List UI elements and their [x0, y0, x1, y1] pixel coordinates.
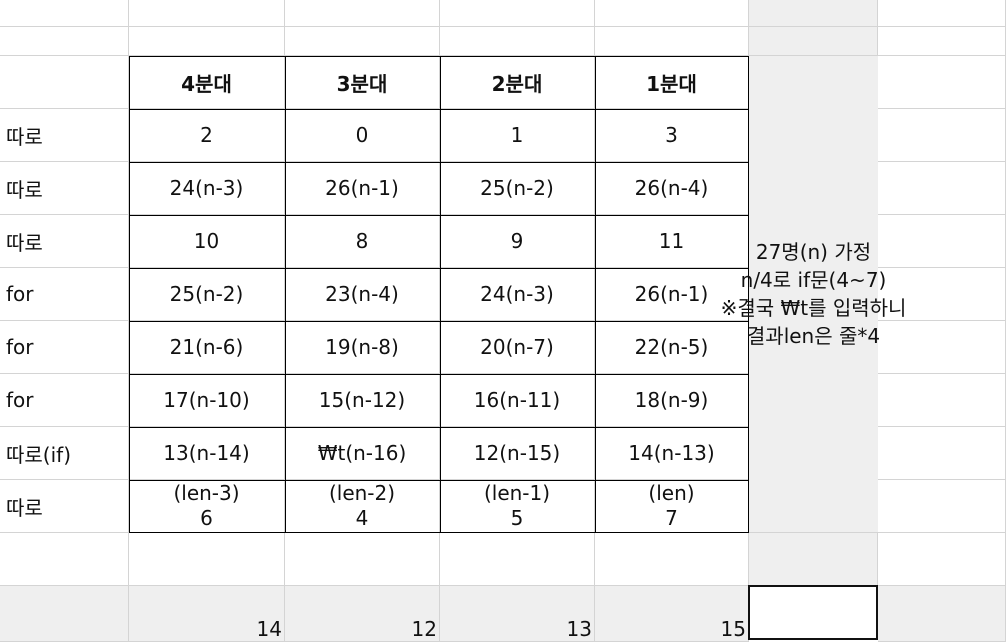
row-label[interactable]: for: [0, 374, 129, 427]
cell-line-bottom: 4: [355, 506, 369, 530]
cell-d2[interactable]: [440, 27, 595, 56]
row-label[interactable]: 따로(if): [0, 427, 129, 480]
table-cell[interactable]: (len) 7: [595, 480, 749, 533]
cell-d1[interactable]: [440, 0, 595, 27]
row-label[interactable]: 따로: [0, 215, 129, 268]
row-label[interactable]: 따로: [0, 109, 129, 162]
table-cell[interactable]: 10: [129, 215, 285, 268]
cell-g[interactable]: [878, 480, 1006, 533]
table-cell[interactable]: 24(n-3): [129, 162, 285, 215]
table-cell[interactable]: 22(n-5): [595, 321, 749, 374]
table-cell[interactable]: 8: [285, 215, 440, 268]
row-label[interactable]: for: [0, 268, 129, 321]
cell-e[interactable]: [595, 533, 749, 586]
table-cell[interactable]: (len-2) 4: [285, 480, 440, 533]
table-cell[interactable]: 19(n-8): [285, 321, 440, 374]
cell-line-bottom: 6: [200, 506, 213, 530]
cell-d[interactable]: [440, 533, 595, 586]
cell-g3[interactable]: [878, 56, 1006, 109]
cell-g[interactable]: [878, 321, 1006, 374]
row-label[interactable]: 따로: [0, 480, 129, 533]
table-cell[interactable]: 26(n-1): [285, 162, 440, 215]
cell-b1[interactable]: [129, 0, 285, 27]
totals-label-cell[interactable]: [0, 586, 129, 642]
cell-g[interactable]: [878, 533, 1006, 586]
table-cell[interactable]: 14(n-13): [595, 427, 749, 480]
cell-f1[interactable]: [749, 0, 878, 27]
total-cell[interactable]: 12: [285, 586, 440, 642]
cell-c[interactable]: [285, 533, 440, 586]
total-cell[interactable]: 13: [440, 586, 595, 642]
table-cell[interactable]: (len-3) 6: [129, 480, 285, 533]
note-merged-cell[interactable]: 27명(n) 가정 n/4로 if문(4~7) ※결국 ₩t를 입력하니 결과l…: [721, 56, 906, 533]
cell-e2[interactable]: [595, 27, 749, 56]
note-line: 결과len은 줄*4: [746, 324, 881, 348]
cell-line-top: (len-2): [328, 481, 396, 505]
table-cell[interactable]: 20(n-7): [440, 321, 595, 374]
total-cell[interactable]: 14: [129, 586, 285, 642]
cell-b[interactable]: [129, 533, 285, 586]
row-label[interactable]: for: [0, 321, 129, 374]
note-line: ※결국 ₩t를 입력하니: [720, 296, 907, 320]
active-cell-selection[interactable]: [748, 585, 878, 640]
column-header-1[interactable]: 1분대: [595, 56, 749, 109]
note-line: n/4로 if문(4~7): [740, 268, 887, 292]
cell-b2[interactable]: [129, 27, 285, 56]
cell-f[interactable]: [749, 533, 878, 586]
header-row-label-cell[interactable]: [0, 56, 129, 109]
table-cell[interactable]: 9: [440, 215, 595, 268]
table-cell[interactable]: 18(n-9): [595, 374, 749, 427]
cell-g[interactable]: [878, 162, 1006, 215]
cell-c2[interactable]: [285, 27, 440, 56]
cell-f2[interactable]: [749, 27, 878, 56]
cell-line-top: (len-3): [173, 481, 240, 505]
table-cell[interactable]: 12(n-15): [440, 427, 595, 480]
table-cell[interactable]: 11: [595, 215, 749, 268]
table-cell[interactable]: 2: [129, 109, 285, 162]
table-cell[interactable]: 25(n-2): [440, 162, 595, 215]
table-cell[interactable]: 1: [440, 109, 595, 162]
cell-a2[interactable]: [0, 27, 129, 56]
cell-g2[interactable]: [878, 27, 1006, 56]
column-header-2[interactable]: 2분대: [440, 56, 595, 109]
table-cell[interactable]: ₩t(n-16): [285, 427, 440, 480]
cell-line-bottom: 7: [665, 506, 678, 530]
cell-g[interactable]: [878, 374, 1006, 427]
table-cell[interactable]: 3: [595, 109, 749, 162]
cell-line-top: (len-1): [483, 481, 551, 505]
table-cell[interactable]: 26(n-4): [595, 162, 749, 215]
cell-g[interactable]: [878, 215, 1006, 268]
table-cell[interactable]: 26(n-1): [595, 268, 749, 321]
table-cell[interactable]: 21(n-6): [129, 321, 285, 374]
row-label[interactable]: 따로: [0, 162, 129, 215]
cell-c1[interactable]: [285, 0, 440, 27]
cell-line-bottom: 5: [510, 506, 524, 530]
column-header-3[interactable]: 3분대: [285, 56, 440, 109]
cell-a[interactable]: [0, 533, 129, 586]
table-cell[interactable]: 16(n-11): [440, 374, 595, 427]
note-line: 27명(n) 가정: [755, 240, 872, 264]
total-cell[interactable]: 15: [595, 586, 749, 642]
cell-g[interactable]: [878, 427, 1006, 480]
cell-a1[interactable]: [0, 0, 129, 27]
table-cell[interactable]: 0: [285, 109, 440, 162]
cell-e1[interactable]: [595, 0, 749, 27]
cell-line-top: (len): [648, 481, 695, 505]
table-cell[interactable]: 24(n-3): [440, 268, 595, 321]
cell-g-total[interactable]: [878, 586, 1006, 642]
table-cell[interactable]: (len-1) 5: [440, 480, 595, 533]
table-cell[interactable]: 13(n-14): [129, 427, 285, 480]
table-cell[interactable]: 23(n-4): [285, 268, 440, 321]
table-cell[interactable]: 15(n-12): [285, 374, 440, 427]
table-cell[interactable]: 25(n-2): [129, 268, 285, 321]
cell-g[interactable]: [878, 109, 1006, 162]
table-cell[interactable]: 17(n-10): [129, 374, 285, 427]
cell-g1[interactable]: [878, 0, 1006, 27]
column-header-4[interactable]: 4분대: [129, 56, 285, 109]
